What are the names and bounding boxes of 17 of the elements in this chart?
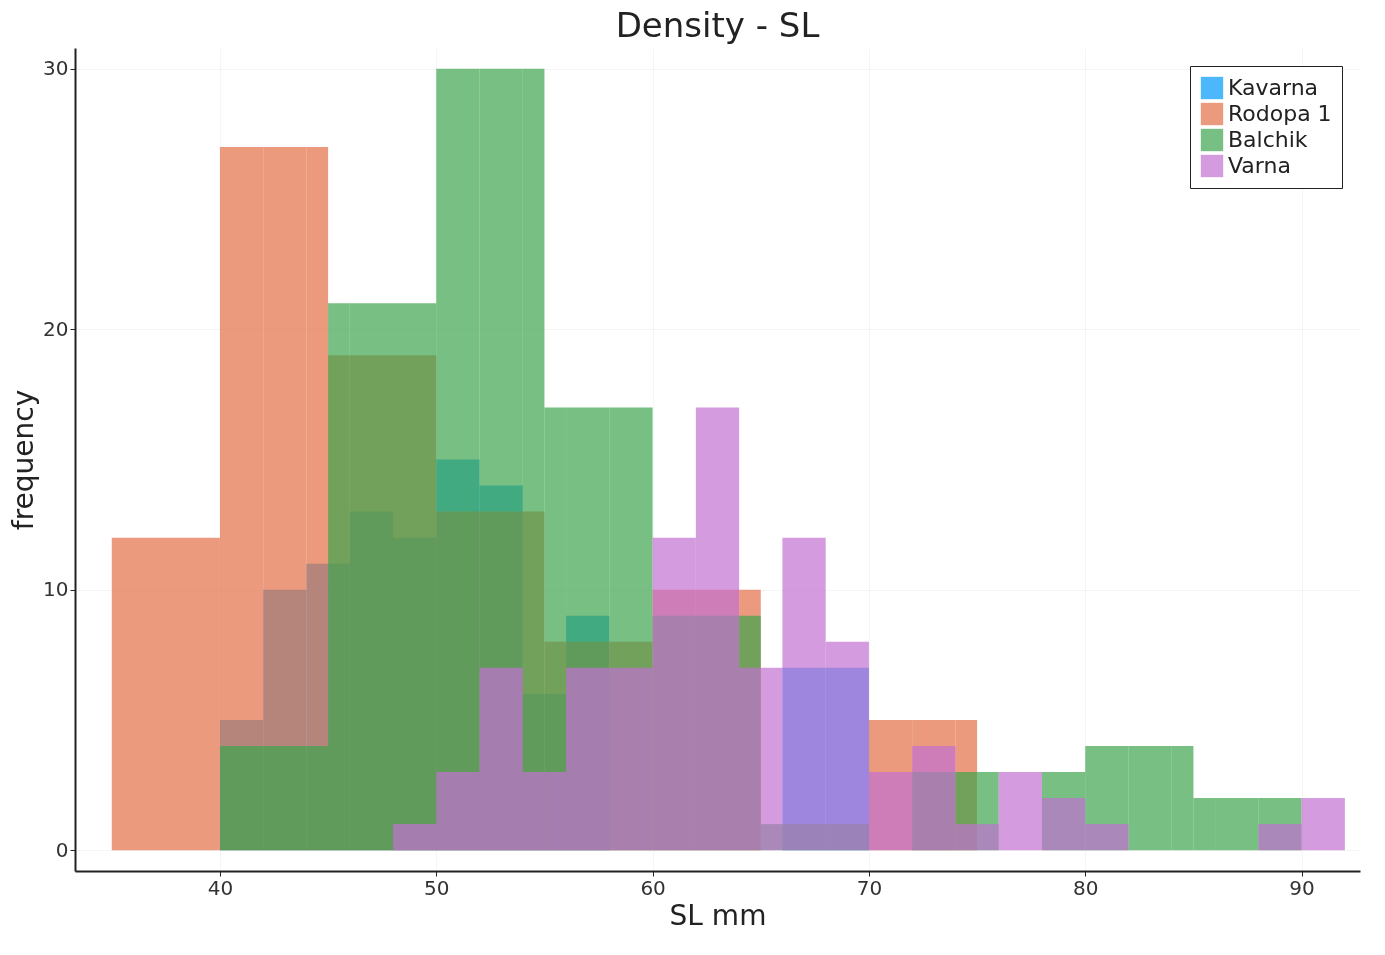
x-tick-label: 70 bbox=[856, 875, 883, 900]
chart-title: Density - SL bbox=[615, 5, 820, 45]
legend-label: Balchik bbox=[1228, 127, 1308, 152]
legend-label: Rodopa 1 bbox=[1228, 101, 1332, 126]
legend-label: Varna bbox=[1228, 153, 1291, 178]
x-tick-label: 80 bbox=[1073, 875, 1099, 900]
y-tick-label: 0 bbox=[55, 837, 69, 862]
y-axis-title: frequency bbox=[7, 389, 41, 531]
y-tick-label: 10 bbox=[43, 577, 69, 602]
y-tick-label: 30 bbox=[43, 56, 69, 81]
legend-label: Kavarna bbox=[1228, 75, 1319, 100]
x-tick-label: 50 bbox=[424, 875, 450, 900]
x-axis-title: SL mm bbox=[669, 898, 767, 932]
x-tick-label: 40 bbox=[207, 875, 234, 900]
x-tick-label: 90 bbox=[1289, 875, 1315, 900]
y-tick-label: 20 bbox=[43, 316, 69, 341]
x-tick-label: 60 bbox=[640, 875, 666, 900]
